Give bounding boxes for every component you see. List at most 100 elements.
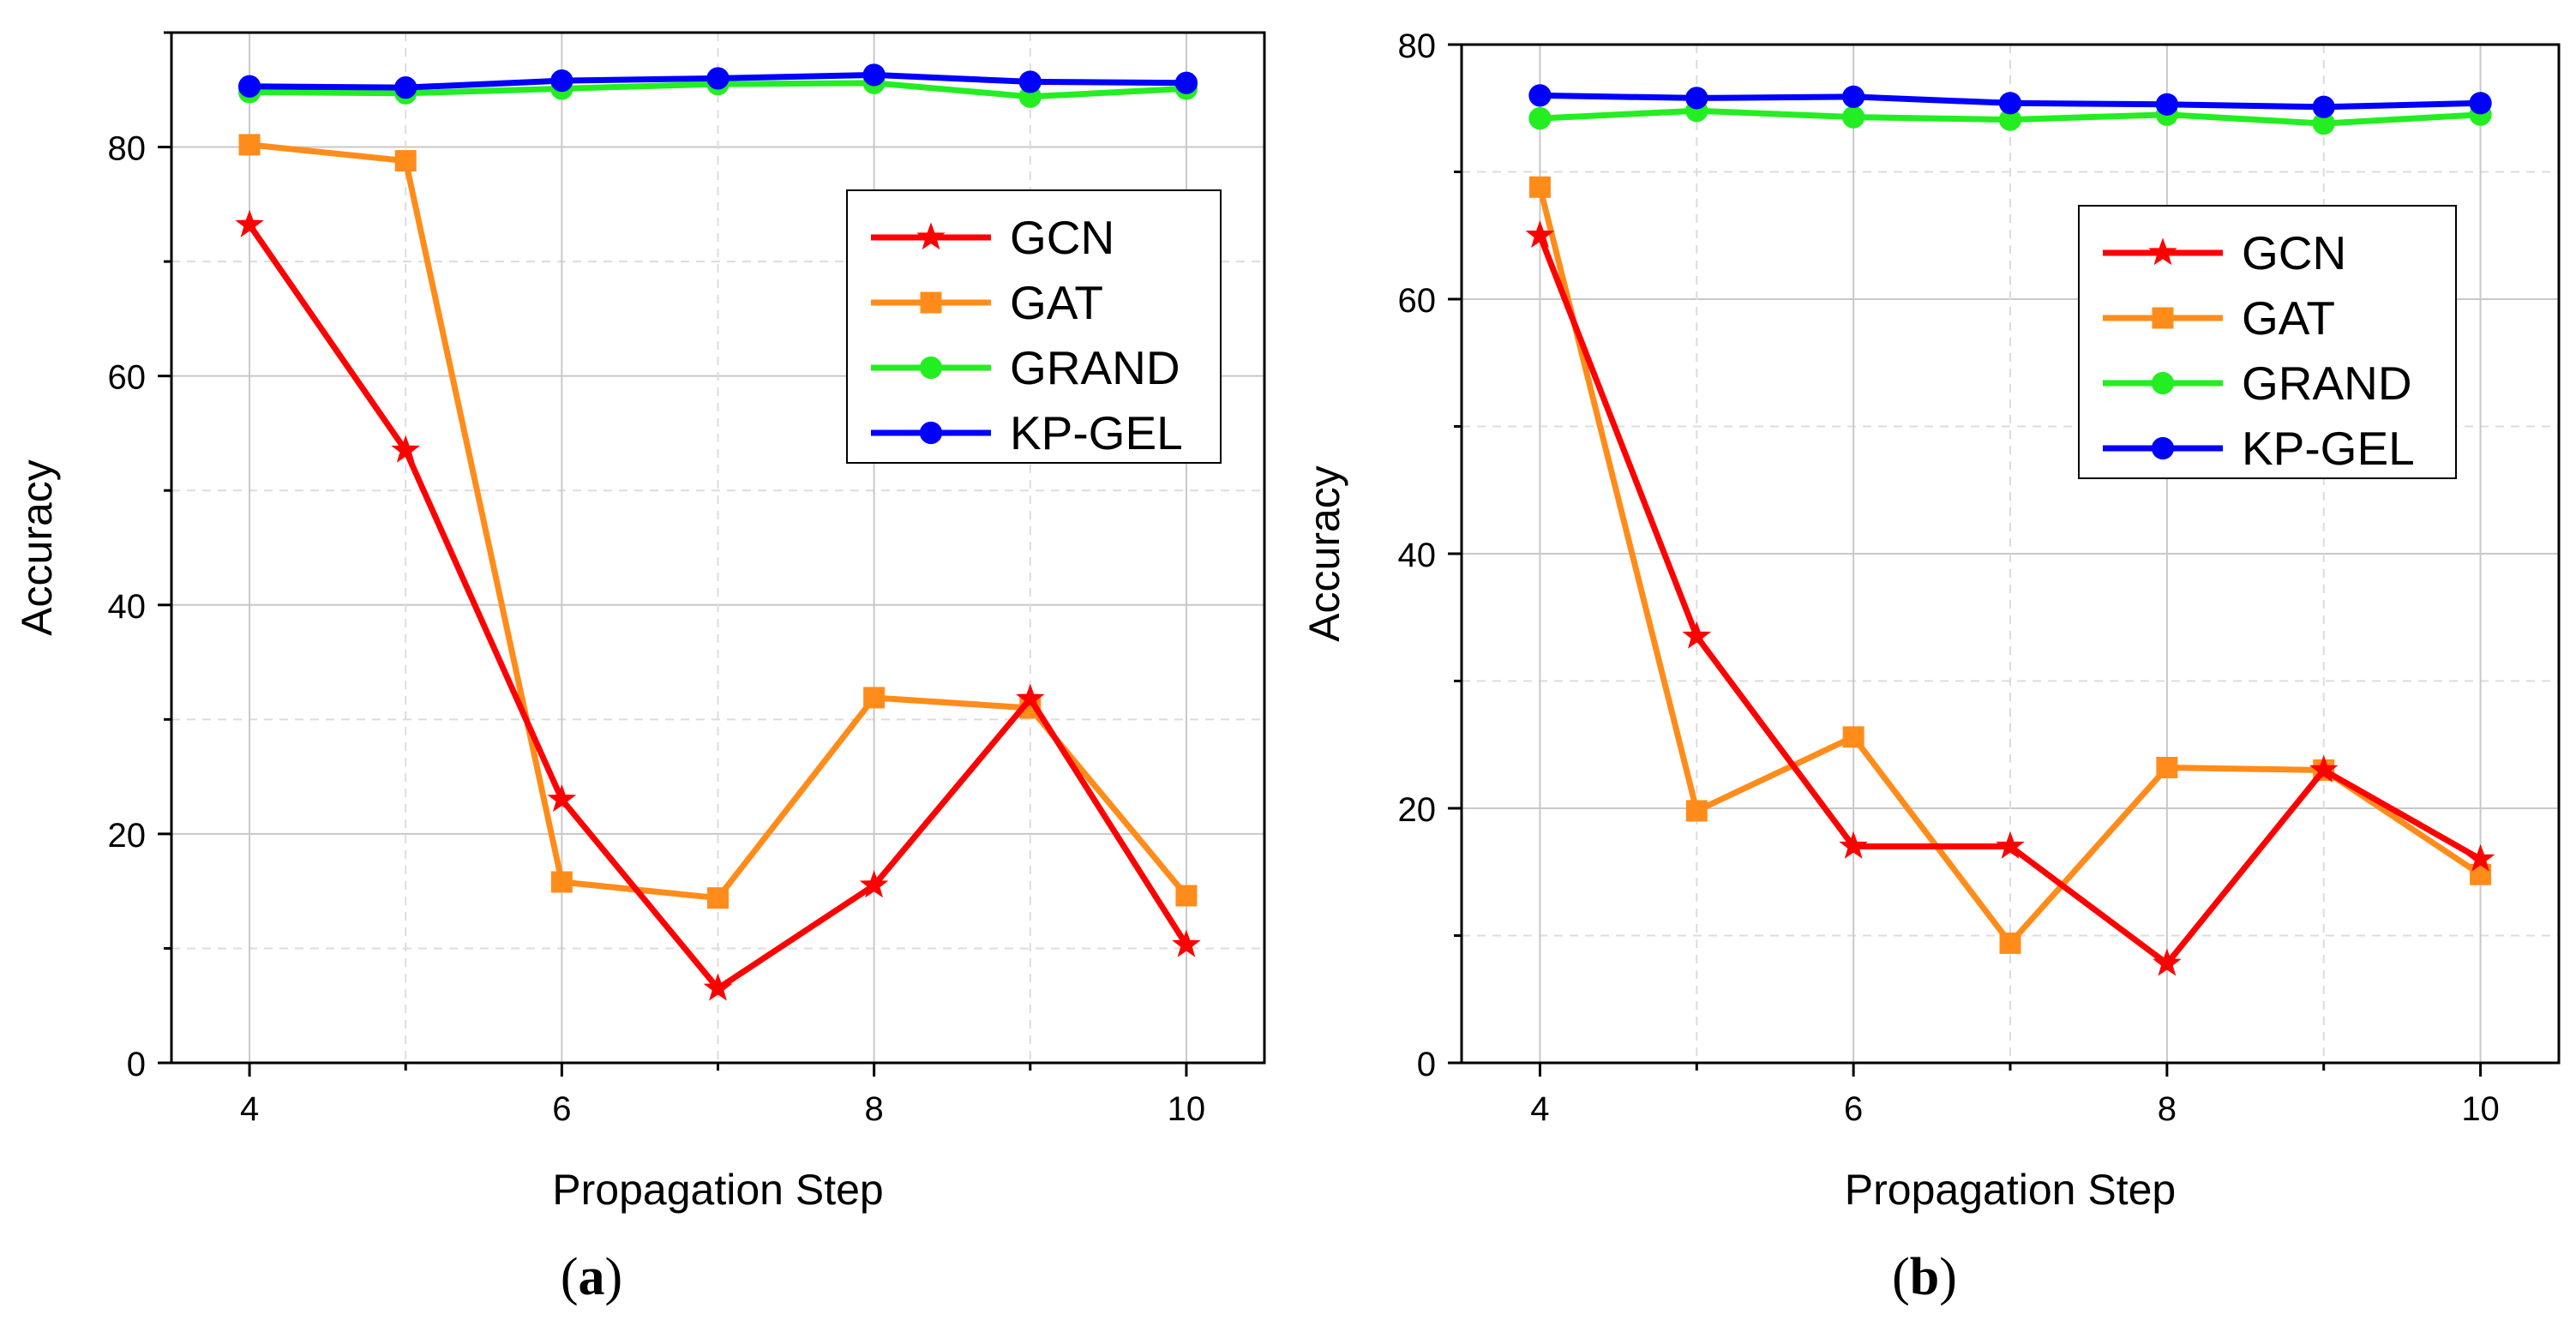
legend-label: GRAND bbox=[2242, 357, 2412, 410]
legend-marker bbox=[2152, 307, 2174, 329]
legend-item-gat: GAT bbox=[871, 276, 1103, 329]
panel-label-letter: a bbox=[579, 1248, 605, 1306]
panel-label: (a) bbox=[561, 1248, 622, 1306]
data-point-gat bbox=[1528, 176, 1551, 198]
legend-label: GCN bbox=[1010, 211, 1114, 264]
legend-label: GRAND bbox=[1010, 341, 1180, 394]
data-point-gcn bbox=[2153, 948, 2182, 976]
data-point-gat bbox=[1685, 800, 1708, 822]
panel-label-open: ( bbox=[561, 1248, 579, 1306]
data-point-kp-gel bbox=[862, 63, 886, 87]
data-point-gcn bbox=[391, 435, 421, 463]
y-tick-label: 20 bbox=[1398, 791, 1437, 829]
series-grand bbox=[1528, 99, 2492, 135]
y-tick-label: 40 bbox=[1398, 537, 1437, 574]
data-point-kp-gel bbox=[1842, 85, 1865, 108]
legend-marker bbox=[920, 291, 942, 314]
x-tick-label: 6 bbox=[552, 1090, 571, 1128]
legend-marker bbox=[916, 222, 946, 250]
legend-marker bbox=[2151, 436, 2175, 460]
x-axis-title: Propagation Step bbox=[552, 1166, 883, 1214]
legend-marker bbox=[2151, 371, 2175, 395]
data-point-gcn bbox=[235, 209, 264, 237]
y-tick-label: 80 bbox=[1398, 27, 1437, 65]
chart-panel-b: 0 20 40 60 80 4 6 8 10 Propagation Step Accuracy GC… bbox=[1300, 27, 2561, 1306]
data-point-gat bbox=[863, 687, 886, 709]
y-axis-title: Accuracy bbox=[1300, 465, 1348, 642]
series-gcn bbox=[1525, 220, 2495, 976]
panel-label-letter: b bbox=[1910, 1248, 1939, 1306]
legend-marker bbox=[2148, 237, 2177, 266]
data-point-gcn bbox=[1682, 621, 1712, 649]
x-tick-label: 8 bbox=[2158, 1090, 2177, 1128]
legend-item-grand: GRAND bbox=[871, 341, 1180, 394]
y-axis: 0 20 40 60 80 bbox=[1398, 27, 1462, 1083]
data-point-kp-gel bbox=[237, 75, 261, 98]
y-tick-label: 0 bbox=[1417, 1046, 1436, 1083]
y-axis: 0 20 40 60 80 bbox=[108, 31, 171, 1083]
x-tick-label: 4 bbox=[1530, 1090, 1549, 1128]
legend-label: GAT bbox=[1010, 276, 1103, 329]
data-point-gcn bbox=[547, 784, 577, 813]
data-point-gat bbox=[1175, 885, 1198, 907]
legend-item-kp-gel: KP-GEL bbox=[871, 406, 1183, 459]
legend-item-kp-gel: KP-GEL bbox=[2103, 422, 2415, 475]
legend-label: GAT bbox=[2242, 291, 2335, 345]
data-point-kp-gel bbox=[706, 67, 730, 90]
data-point-gat bbox=[1999, 932, 2021, 954]
panel-label-close: ) bbox=[1939, 1248, 1957, 1306]
y-tick-label: 20 bbox=[108, 817, 147, 855]
data-point-gat bbox=[394, 150, 417, 172]
panel-label-open: ( bbox=[1892, 1248, 1910, 1306]
y-tick-label: 40 bbox=[108, 588, 147, 626]
data-point-gcn bbox=[1525, 220, 1555, 249]
legend-marker bbox=[919, 421, 943, 445]
data-point-kp-gel bbox=[1685, 87, 1708, 110]
panel-label-close: ) bbox=[605, 1248, 623, 1306]
series-gat bbox=[238, 134, 1198, 909]
x-axis: 4 6 8 10 bbox=[240, 1063, 1205, 1128]
data-point-gcn bbox=[2465, 843, 2495, 872]
x-tick-label: 6 bbox=[1844, 1090, 1863, 1128]
series-kp-gel bbox=[1528, 84, 2492, 118]
x-tick-label: 10 bbox=[2461, 1090, 2500, 1128]
data-point-gcn bbox=[703, 973, 733, 1001]
chart-panel-a: 0 20 40 60 80 4 6 8 10 Propagation Step Accuracy GC… bbox=[13, 31, 1266, 1306]
data-point-gcn bbox=[1172, 929, 1201, 957]
y-tick-label: 60 bbox=[108, 359, 147, 397]
legend-item-gat: GAT bbox=[2103, 291, 2335, 345]
data-point-gcn bbox=[1015, 683, 1045, 711]
legend-item-gcn: GCN bbox=[871, 211, 1114, 264]
x-tick-label: 4 bbox=[240, 1090, 259, 1128]
data-point-kp-gel bbox=[550, 69, 573, 93]
panel-label: (b) bbox=[1892, 1248, 1957, 1306]
legend: GCN GAT GRAND KP-GEL bbox=[846, 189, 1222, 464]
data-point-grand bbox=[1528, 107, 1552, 130]
y-tick-label: 0 bbox=[127, 1046, 146, 1083]
legend-label: KP-GEL bbox=[2242, 422, 2415, 475]
data-point-kp-gel bbox=[1018, 70, 1042, 93]
legend-label: KP-GEL bbox=[1010, 406, 1183, 459]
data-point-kp-gel bbox=[2469, 92, 2492, 115]
legend-label: GCN bbox=[2242, 226, 2346, 279]
data-point-grand bbox=[1842, 105, 1865, 129]
y-tick-label: 60 bbox=[1398, 282, 1437, 320]
legend-item-gcn: GCN bbox=[2103, 226, 2346, 279]
data-point-kp-gel bbox=[2155, 93, 2178, 116]
series-kp-gel bbox=[237, 63, 1198, 99]
data-point-kp-gel bbox=[394, 76, 417, 99]
data-point-kp-gel bbox=[1528, 84, 1552, 107]
data-point-gat bbox=[707, 887, 729, 909]
data-point-gcn bbox=[859, 870, 889, 898]
data-point-kp-gel bbox=[1174, 71, 1198, 94]
data-point-gcn bbox=[2309, 754, 2339, 783]
y-axis-title: Accuracy bbox=[13, 459, 61, 636]
data-point-kp-gel bbox=[2312, 95, 2335, 118]
grid bbox=[1462, 45, 2559, 1063]
data-point-gat bbox=[238, 134, 261, 156]
legend-marker bbox=[919, 356, 943, 380]
series-gcn bbox=[235, 209, 1201, 1001]
data-point-gat bbox=[2156, 756, 2178, 778]
data-point-gat bbox=[550, 871, 573, 893]
